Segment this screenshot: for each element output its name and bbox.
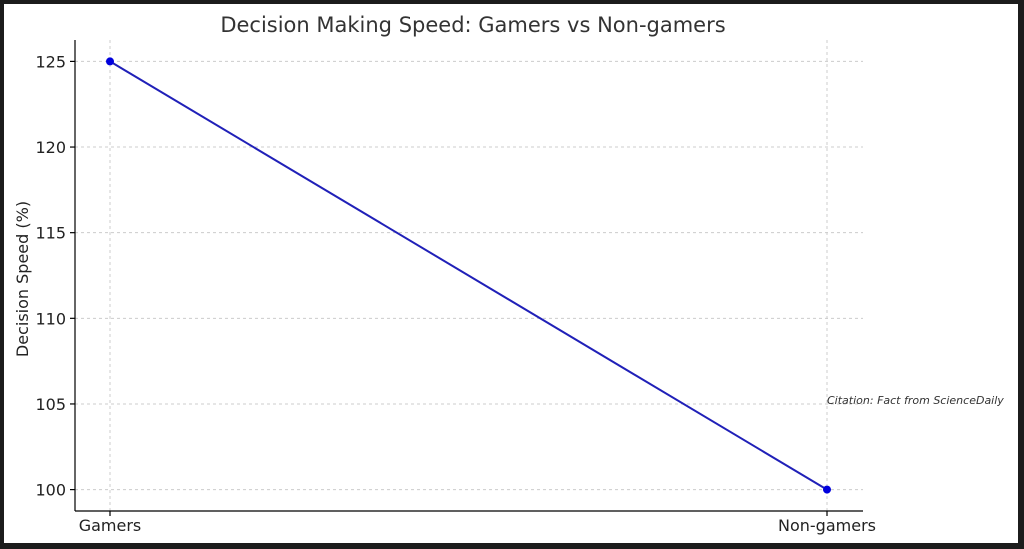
grid-layer bbox=[75, 40, 863, 511]
chart-title: Decision Making Speed: Gamers vs Non-gam… bbox=[220, 13, 725, 37]
y-tick-label: 115 bbox=[35, 224, 66, 243]
x-tick-label: Gamers bbox=[79, 516, 142, 535]
citation-annotation: Citation: Fact from ScienceDaily bbox=[827, 394, 1004, 407]
series-line bbox=[109, 60, 828, 491]
axes-layer bbox=[74, 40, 863, 512]
y-tick-label: 105 bbox=[35, 395, 66, 414]
chart-frame: Decision Making Speed: Gamers vs Non-gam… bbox=[4, 4, 1018, 543]
data-point bbox=[823, 485, 831, 494]
y-tick-label: 100 bbox=[35, 481, 66, 500]
x-tick-label: Non-gamers bbox=[778, 516, 876, 535]
y-tick-label: 110 bbox=[35, 309, 66, 328]
y-tick-label: 125 bbox=[35, 52, 66, 71]
ticks-layer: 100 105 110 115 120 125 Gamers Non-gamers bbox=[35, 52, 876, 535]
line-chart: Decision Making Speed: Gamers vs Non-gam… bbox=[13, 13, 1004, 535]
y-tick-label: 120 bbox=[35, 138, 66, 157]
series-layer bbox=[106, 57, 831, 494]
data-point bbox=[106, 57, 114, 66]
y-axis-label: Decision Speed (%) bbox=[13, 201, 32, 357]
